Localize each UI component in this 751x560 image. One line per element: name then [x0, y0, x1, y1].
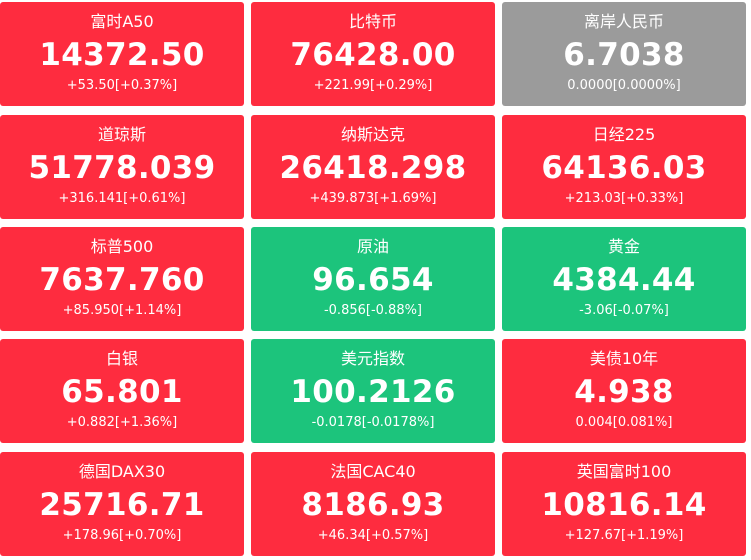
- quote-tile-gold[interactable]: 黄金 4384.44 -3.06[-0.07%]: [502, 227, 746, 331]
- quote-tile-cac-40[interactable]: 法国CAC40 8186.93 +46.34[+0.57%]: [251, 452, 495, 556]
- quote-change: +178.96[+0.70%]: [62, 528, 182, 543]
- quote-change: +316.141[+0.61%]: [58, 191, 186, 206]
- quote-name: 纳斯达克: [340, 125, 405, 144]
- quote-tile-bitcoin[interactable]: 比特币 76428.00 +221.99[+0.29%]: [251, 2, 495, 106]
- quote-name: 日经225: [592, 125, 656, 144]
- quote-change: +213.03[+0.33%]: [564, 191, 684, 206]
- quote-tile-silver[interactable]: 白银 65.801 +0.882[+1.36%]: [0, 339, 244, 443]
- quote-name: 标普500: [90, 237, 154, 256]
- quote-name: 原油: [356, 237, 389, 256]
- quote-price: 100.2126: [290, 374, 456, 410]
- quote-change: +0.882[+1.36%]: [66, 415, 178, 430]
- quote-change: +46.34[+0.57%]: [317, 528, 429, 543]
- quote-change: -3.06[-0.07%]: [579, 303, 669, 318]
- quote-price: 4384.44: [552, 262, 696, 298]
- quote-name: 美元指数: [340, 349, 405, 368]
- quote-price: 25716.71: [39, 487, 205, 523]
- quote-tile-dollar-index[interactable]: 美元指数 100.2126 -0.0178[-0.0178%]: [251, 339, 495, 443]
- quote-change: +221.99[+0.29%]: [313, 78, 433, 93]
- quote-tile-sp-500[interactable]: 标普500 7637.760 +85.950[+1.14%]: [0, 227, 244, 331]
- quote-change: 0.004[0.081%]: [575, 415, 673, 430]
- quote-change: -0.0178[-0.0178%]: [311, 415, 435, 430]
- quote-tile-nasdaq[interactable]: 纳斯达克 26418.298 +439.873[+1.69%]: [251, 115, 495, 219]
- quote-name: 德国DAX30: [78, 462, 166, 481]
- quote-tile-dow-jones[interactable]: 道琼斯 51778.039 +316.141[+0.61%]: [0, 115, 244, 219]
- quote-change: -0.856[-0.88%]: [323, 303, 423, 318]
- quote-name: 英国富时100: [576, 462, 672, 481]
- quote-name: 黄金: [607, 237, 640, 256]
- quote-price: 7637.760: [39, 262, 205, 298]
- quote-tile-offshore-rmb[interactable]: 离岸人民币 6.7038 0.0000[0.0000%]: [502, 2, 746, 106]
- quote-name: 白银: [105, 349, 138, 368]
- quote-tile-nikkei-225[interactable]: 日经225 64136.03 +213.03[+0.33%]: [502, 115, 746, 219]
- quote-tile-dax-30[interactable]: 德国DAX30 25716.71 +178.96[+0.70%]: [0, 452, 244, 556]
- quote-name: 比特币: [348, 12, 397, 31]
- quote-name: 富时A50: [90, 12, 154, 31]
- quote-name: 美债10年: [589, 349, 659, 368]
- quote-price: 96.654: [312, 262, 434, 298]
- quote-price: 10816.14: [541, 487, 707, 523]
- quote-name: 法国CAC40: [330, 462, 416, 481]
- quote-tile-us-10y-treasury[interactable]: 美债10年 4.938 0.004[0.081%]: [502, 339, 746, 443]
- quote-price: 4.938: [574, 374, 674, 410]
- quote-price: 76428.00: [290, 37, 456, 73]
- quote-change: +439.873[+1.69%]: [309, 191, 437, 206]
- quote-price: 8186.93: [301, 487, 445, 523]
- quote-tile-crude-oil[interactable]: 原油 96.654 -0.856[-0.88%]: [251, 227, 495, 331]
- quote-price: 26418.298: [279, 150, 467, 186]
- quote-change: 0.0000[0.0000%]: [567, 78, 681, 93]
- quote-change: +85.950[+1.14%]: [62, 303, 182, 318]
- quote-price: 64136.03: [541, 150, 707, 186]
- quote-name: 道琼斯: [97, 125, 146, 144]
- quote-price: 51778.039: [28, 150, 216, 186]
- quote-change: +53.50[+0.37%]: [66, 78, 178, 93]
- quote-price: 65.801: [61, 374, 183, 410]
- quote-tile-ftse-100[interactable]: 英国富时100 10816.14 +127.67[+1.19%]: [502, 452, 746, 556]
- quote-name: 离岸人民币: [583, 12, 664, 31]
- quote-price: 14372.50: [39, 37, 205, 73]
- quote-change: +127.67[+1.19%]: [564, 528, 684, 543]
- quote-tile-ftse-china-a50[interactable]: 富时A50 14372.50 +53.50[+0.37%]: [0, 2, 244, 106]
- quote-price: 6.7038: [563, 37, 685, 73]
